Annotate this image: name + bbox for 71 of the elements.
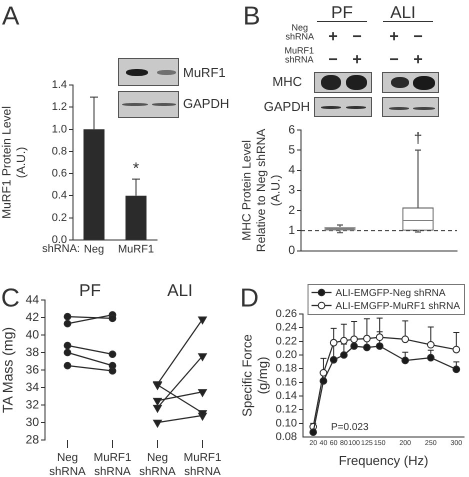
text: + <box>352 52 362 70</box>
annotation: PF <box>79 281 101 300</box>
y-tick-label: 42 <box>26 310 40 324</box>
y-tick-label: 0.4 <box>52 190 67 202</box>
legend-label: ALI-EMGFP-Neg shRNA <box>336 288 446 299</box>
annotation: † <box>414 130 422 148</box>
y-tick-label: 0.2 <box>52 212 67 224</box>
y-axis-title: MHC Protein Level Relative to Neg shRNA (A.U.) <box>240 128 282 252</box>
x-axis-title: shRNA: <box>42 243 80 256</box>
text: MHC <box>272 74 302 90</box>
y-tick-label: 6 <box>288 122 296 136</box>
text: + <box>389 28 399 46</box>
annotation: P=0.023 <box>331 422 369 434</box>
y-tick-label: 5 <box>288 142 296 156</box>
x-tick-label: Neg shRNA <box>139 452 176 477</box>
y-axis-title: MuRF1 Protein Level (A.U.) <box>0 106 28 219</box>
y-tick-label: 0.16 <box>276 376 297 388</box>
y-tick-label: 44 <box>26 292 40 306</box>
y-tick-label: 30 <box>26 414 40 429</box>
y-tick-label: 0.22 <box>276 335 297 348</box>
y-tick-label: 0.8 <box>52 145 67 158</box>
x-tick-label: MuRF1 shRNA <box>94 452 132 477</box>
y-tick-label: 2 <box>288 202 296 217</box>
y-tick-label: 4 <box>288 162 296 177</box>
text: MuRF1 <box>183 65 226 80</box>
text: + <box>413 52 423 70</box>
y-tick-label: 0.08 <box>276 431 297 444</box>
text: B <box>243 0 260 30</box>
text: GAPDH <box>183 96 230 112</box>
y-axis-title: Specific Force (g/mg) <box>239 334 270 417</box>
y-tick-label: 1.4 <box>52 79 67 92</box>
y-tick-label: 0.18 <box>276 362 297 375</box>
x-tick-label: Neg <box>84 244 104 256</box>
y-tick-label: 0.14 <box>276 390 297 402</box>
y-axis-title: TA Mass (mg) <box>0 326 16 414</box>
y-tick-label: 0.26 <box>276 308 297 320</box>
text: D <box>240 282 259 312</box>
text: − <box>389 52 399 70</box>
annotation: * <box>132 160 140 178</box>
y-tick-label: 1.0 <box>52 123 67 136</box>
y-tick-label: 36 <box>26 362 40 376</box>
text: + <box>328 28 338 46</box>
y-tick-label: 38 <box>26 344 40 359</box>
legend-label: ALI-EMGFP-MuRF1 shRNA <box>336 300 460 312</box>
text: C <box>1 282 20 312</box>
annotation: ALI <box>167 281 193 300</box>
x-tick-label: Neg shRNA <box>49 452 86 477</box>
y-tick-label: 0 <box>288 243 296 258</box>
y-tick-label: 1.2 <box>52 101 67 114</box>
y-tick-label: 0.20 <box>276 349 297 362</box>
y-tick-label: 0.10 <box>276 417 297 430</box>
text: PF <box>331 3 353 22</box>
y-tick-label: 0.6 <box>52 168 67 180</box>
y-tick-label: 32 <box>26 397 40 412</box>
text: − <box>352 28 362 46</box>
text: ALI <box>390 3 416 22</box>
y-tick-label: 40 <box>26 327 40 342</box>
text: Neg shRNA <box>285 22 314 42</box>
x-tick-label: MuRF1 shRNA <box>184 452 222 477</box>
y-tick-label: 0.12 <box>276 404 297 416</box>
y-tick-label: 28 <box>26 432 40 446</box>
text: − <box>328 52 338 70</box>
text: − <box>413 28 423 46</box>
text: GAPDH <box>264 99 310 114</box>
text: MuRF1 shRNA <box>284 46 314 66</box>
y-tick-label: 34 <box>26 380 40 394</box>
text: A <box>2 0 20 30</box>
x-axis-title: Frequency (Hz) <box>338 452 428 468</box>
y-tick-label: 0.24 <box>276 322 297 334</box>
y-tick-label: 1 <box>288 222 296 237</box>
y-tick-label: 3 <box>288 182 296 197</box>
